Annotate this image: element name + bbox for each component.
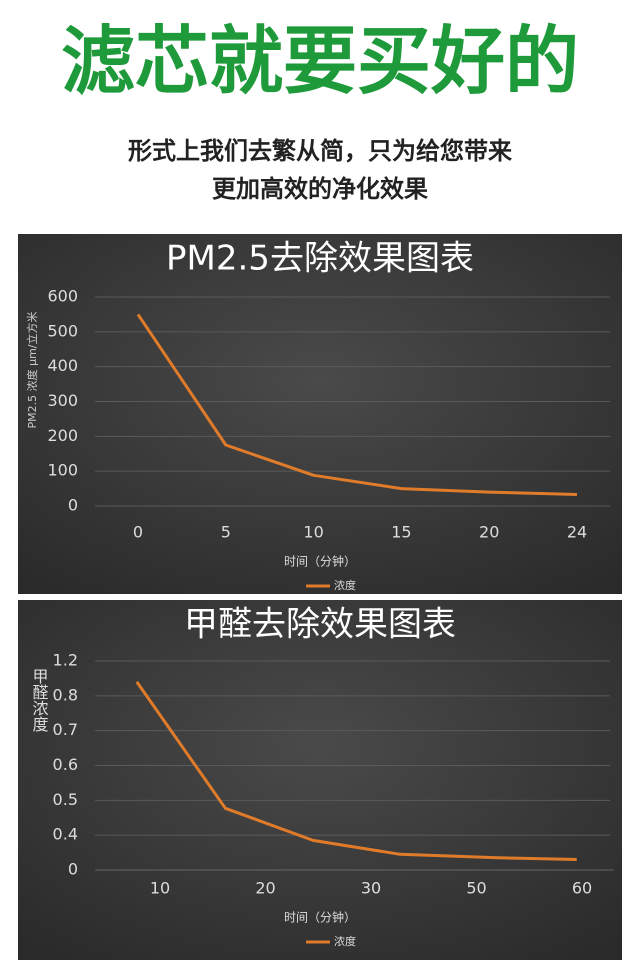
y-tick-label: 400 [47, 356, 78, 375]
data-line [136, 313, 578, 496]
chart-title: PM2.5去除效果图表 [166, 239, 474, 279]
y-tick-label: 200 [47, 426, 78, 445]
chart-title: 甲醛去除效果图表 [184, 605, 456, 645]
legend-label: 浓度 [334, 578, 356, 592]
y-tick-label: 0 [68, 860, 78, 879]
y-tick-label: 0 [68, 496, 78, 515]
chart-panel [18, 234, 622, 594]
x-tick-label: 30 [361, 879, 381, 898]
data-line [135, 681, 577, 861]
y-tick-label: 0.4 [53, 825, 78, 844]
subtitle: 形式上我们去繁从简，只为给您带来 [128, 137, 513, 165]
x-tick-label: 20 [255, 879, 275, 898]
y-tick-label: 300 [47, 391, 78, 410]
x-tick-label: 24 [567, 523, 587, 542]
y-axis-label: PM2.5 浓度 μm/立方米 [25, 311, 39, 428]
y-tick-label: 0.8 [53, 685, 78, 704]
y-tick-label: 0.6 [53, 755, 78, 774]
page-title: 滤芯就要买好的 [61, 19, 579, 105]
x-tick-label: 50 [466, 879, 486, 898]
y-tick-label: 600 [47, 287, 78, 306]
chart-panel [18, 600, 622, 960]
y-tick-label: 0.7 [53, 720, 78, 739]
x-tick-label: 60 [572, 879, 592, 898]
x-tick-label: 10 [303, 523, 323, 542]
y-tick-label: 100 [47, 461, 78, 480]
x-axis-label: 时间（分钟） [284, 554, 356, 569]
y-tick-label: 1.2 [53, 651, 78, 670]
x-axis-label: 时间（分钟） [284, 910, 356, 925]
x-tick-label: 15 [391, 523, 411, 542]
legend-label: 浓度 [334, 934, 356, 948]
y-tick-label: 500 [47, 321, 78, 340]
y-tick-label: 0.5 [53, 790, 78, 809]
x-tick-label: 0 [133, 523, 143, 542]
y-axis-label: 甲醛浓度 [30, 668, 49, 732]
x-tick-label: 20 [479, 523, 499, 542]
x-tick-label: 5 [221, 523, 231, 542]
x-tick-label: 10 [150, 879, 170, 898]
subtitle: 更加高效的净化效果 [212, 175, 428, 203]
